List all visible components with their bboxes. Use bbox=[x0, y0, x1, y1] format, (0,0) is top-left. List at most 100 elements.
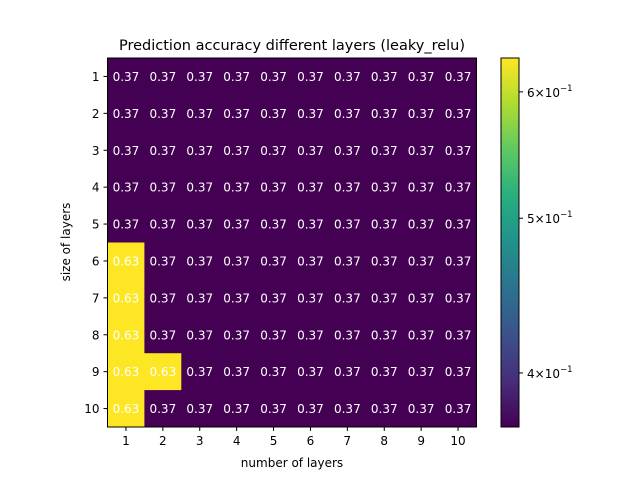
heatmap-cell bbox=[144, 168, 182, 207]
heatmap-cell bbox=[402, 390, 441, 428]
heatmap-cell bbox=[328, 390, 367, 428]
heatmap-cell bbox=[107, 94, 145, 133]
cell-value-label: 0.37 bbox=[260, 365, 287, 379]
heatmap-cell bbox=[402, 131, 441, 170]
cell-value-label: 0.37 bbox=[223, 218, 250, 232]
cell-value-label: 0.37 bbox=[149, 107, 176, 121]
cell-value-label: 0.37 bbox=[445, 70, 472, 84]
y-tick-label: 9 bbox=[92, 365, 100, 379]
cell-value-label: 0.37 bbox=[149, 144, 176, 158]
cell-value-label: 0.37 bbox=[371, 70, 398, 84]
cell-value-label: 0.37 bbox=[149, 402, 176, 416]
cell-value-label: 0.37 bbox=[408, 365, 435, 379]
heatmap-cell bbox=[218, 168, 256, 207]
cell-value-label: 0.37 bbox=[149, 70, 176, 84]
cell-value-label: 0.37 bbox=[260, 291, 287, 305]
heatmap-cell bbox=[439, 316, 477, 354]
cell-value-label: 0.37 bbox=[445, 328, 472, 342]
heatmap-cell bbox=[255, 316, 293, 354]
cell-value-label: 0.37 bbox=[408, 144, 435, 158]
cell-value-label: 0.37 bbox=[223, 291, 250, 305]
cell-value-label: 0.37 bbox=[223, 254, 250, 268]
x-tick-label: 1 bbox=[122, 434, 130, 448]
heatmap-cell bbox=[328, 279, 367, 317]
cell-value-label: 0.37 bbox=[371, 402, 398, 416]
heatmap-cell bbox=[144, 242, 182, 280]
heatmap-cell bbox=[181, 316, 219, 354]
heatmap-cell bbox=[402, 94, 441, 133]
cell-value-label: 0.37 bbox=[297, 181, 324, 195]
cell-value-label: 0.37 bbox=[334, 254, 361, 268]
y-tick-label: 4 bbox=[92, 181, 100, 195]
heatmap-cell bbox=[107, 58, 145, 96]
heatmap-cell bbox=[181, 242, 219, 280]
heatmap-cell bbox=[218, 279, 256, 317]
cell-value-label: 0.37 bbox=[223, 328, 250, 342]
cell-value-label: 0.63 bbox=[113, 291, 140, 305]
heatmap-cell bbox=[292, 390, 330, 428]
cell-value-label: 0.37 bbox=[408, 328, 435, 342]
heatmap-cell bbox=[144, 390, 182, 428]
heatmap-cell bbox=[255, 279, 293, 317]
cell-value-label: 0.37 bbox=[260, 144, 287, 158]
heatmap-cell bbox=[255, 58, 293, 96]
cell-value-label: 0.37 bbox=[223, 365, 250, 379]
heatmap-cell bbox=[144, 353, 182, 391]
cell-value-label: 0.37 bbox=[297, 365, 324, 379]
heatmap-cell bbox=[181, 168, 219, 207]
colorbar-tick-label: 6×10−1 bbox=[527, 84, 573, 100]
cell-value-label: 0.37 bbox=[371, 365, 398, 379]
cell-value-label: 0.37 bbox=[223, 70, 250, 84]
cell-value-label: 0.37 bbox=[113, 218, 140, 232]
heatmap-cell bbox=[107, 131, 145, 170]
heatmap-cell bbox=[292, 58, 330, 96]
cell-value-label: 0.37 bbox=[260, 254, 287, 268]
heatmap-cell bbox=[365, 390, 404, 428]
heatmap-cell bbox=[402, 242, 441, 280]
y-tick-label: 7 bbox=[92, 291, 100, 305]
x-tick-label: 8 bbox=[380, 434, 388, 448]
cell-value-label: 0.37 bbox=[297, 144, 324, 158]
heatmap-cell bbox=[107, 390, 145, 428]
y-tick-label: 10 bbox=[84, 402, 99, 416]
x-tick-label: 4 bbox=[233, 434, 241, 448]
heatmap-cell bbox=[439, 390, 477, 428]
cell-value-label: 0.37 bbox=[297, 107, 324, 121]
heatmap-cell bbox=[107, 242, 145, 280]
heatmap-cell bbox=[328, 58, 367, 96]
heatmap-cell bbox=[365, 58, 404, 96]
x-axis-label: number of layers bbox=[241, 456, 343, 470]
cell-value-label: 0.63 bbox=[149, 365, 176, 379]
heatmap-cell-labels: 0.37 0.37 0.37 0.37 0.37 0.37 0.37 0.37 0.37 0.37… bbox=[113, 70, 472, 416]
heatmap-cell bbox=[218, 205, 256, 243]
heatmap-cell bbox=[328, 353, 367, 391]
x-tick-label: 6 bbox=[307, 434, 315, 448]
heatmap-cell bbox=[439, 131, 477, 170]
heatmap-cell bbox=[292, 242, 330, 280]
heatmap-cell bbox=[328, 205, 367, 243]
cell-value-label: 0.37 bbox=[445, 107, 472, 121]
heatmap-cell bbox=[218, 131, 256, 170]
heatmap-cell bbox=[365, 242, 404, 280]
cell-value-label: 0.37 bbox=[186, 144, 213, 158]
heatmap-cell bbox=[255, 131, 293, 170]
heatmap-cell bbox=[328, 131, 367, 170]
x-tick-label: 9 bbox=[417, 434, 425, 448]
heatmap-cell bbox=[144, 94, 182, 133]
cell-value-label: 0.37 bbox=[186, 402, 213, 416]
cell-value-label: 0.37 bbox=[445, 402, 472, 416]
y-tick-label: 1 bbox=[92, 70, 100, 84]
heatmap-cell bbox=[144, 131, 182, 170]
cell-value-label: 0.37 bbox=[297, 70, 324, 84]
heatmap-cell bbox=[181, 353, 219, 391]
heatmap-cell bbox=[439, 94, 477, 133]
colorbar-tick-label: 5×10−1 bbox=[527, 210, 573, 226]
heatmap-cell bbox=[365, 94, 404, 133]
cell-value-label: 0.37 bbox=[408, 70, 435, 84]
cell-value-label: 0.37 bbox=[334, 70, 361, 84]
cell-value-label: 0.37 bbox=[334, 365, 361, 379]
cell-value-label: 0.37 bbox=[334, 328, 361, 342]
heatmap-cell bbox=[328, 94, 367, 133]
cell-value-label: 0.37 bbox=[186, 365, 213, 379]
